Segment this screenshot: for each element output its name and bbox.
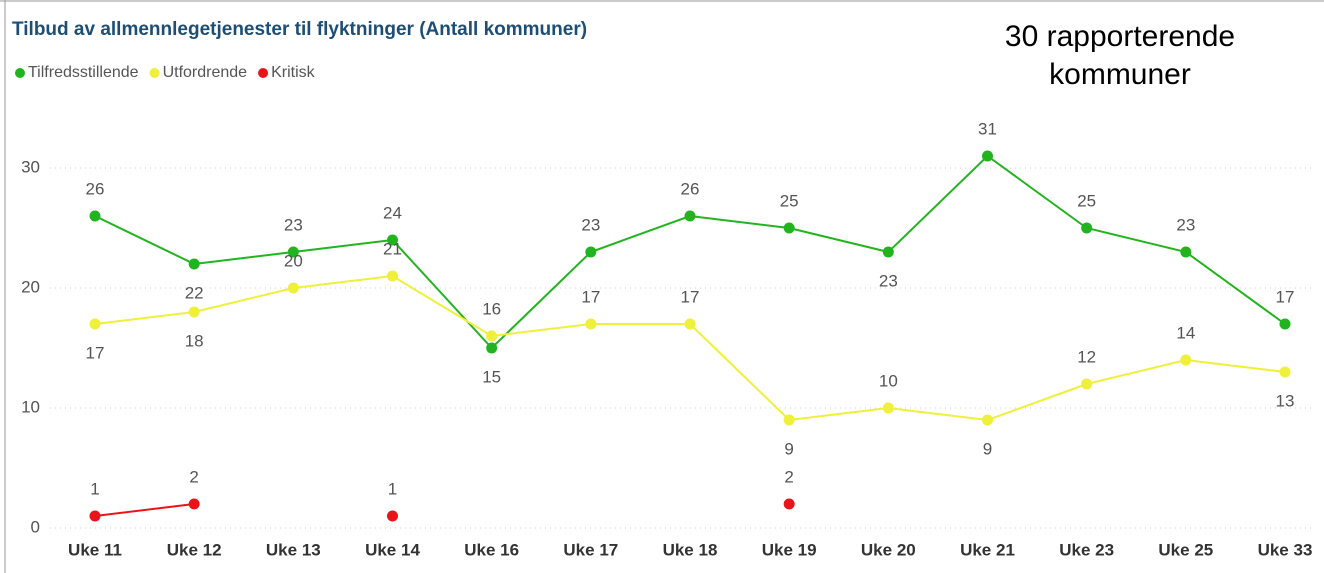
- data-point: [89, 210, 101, 222]
- data-label: 17: [86, 343, 105, 362]
- x-tick-label: Uke 33: [1258, 540, 1313, 559]
- data-label: 10: [879, 371, 898, 390]
- data-point: [783, 498, 795, 510]
- data-label: 20: [284, 251, 303, 270]
- y-tick-label: 20: [21, 277, 40, 296]
- y-tick-label: 10: [21, 397, 40, 416]
- data-label: 16: [482, 299, 501, 318]
- data-label: 2: [784, 467, 793, 486]
- data-point: [287, 246, 299, 258]
- data-label: 1: [90, 479, 99, 498]
- data-label: 17: [681, 287, 700, 306]
- data-label: 13: [1276, 391, 1295, 410]
- data-label: 22: [185, 283, 204, 302]
- legend-label: Kritisk: [271, 64, 316, 81]
- data-point: [585, 246, 597, 258]
- data-label: 1: [388, 479, 397, 498]
- data-point: [486, 342, 498, 354]
- data-point: [188, 258, 200, 270]
- x-tick-label: Uke 21: [960, 540, 1015, 559]
- x-tick-label: Uke 18: [663, 540, 718, 559]
- data-label: 9: [784, 439, 793, 458]
- legend-marker: [15, 68, 25, 78]
- data-point: [1180, 354, 1192, 366]
- data-point: [486, 330, 498, 342]
- legend-label: Tilfredsstillende: [28, 64, 139, 81]
- data-point: [188, 306, 200, 318]
- legend-label: Utfordrende: [163, 64, 248, 81]
- data-label: 17: [581, 287, 600, 306]
- x-tick-label: Uke 11: [68, 540, 122, 559]
- data-point: [684, 318, 696, 330]
- chart-title: Tilbud av allmennlegetjenester til flykt…: [12, 19, 587, 40]
- x-tick-label: Uke 13: [266, 540, 321, 559]
- data-point: [783, 414, 795, 426]
- data-label: 23: [581, 215, 600, 234]
- data-label: 2: [189, 467, 198, 486]
- x-tick-label: Uke 23: [1059, 540, 1114, 559]
- data-label: 18: [185, 331, 204, 350]
- series-line: [94, 503, 195, 517]
- data-point: [1180, 246, 1192, 258]
- x-tick-label: Uke 20: [861, 540, 916, 559]
- data-point: [1279, 366, 1291, 378]
- data-label: 12: [1077, 347, 1096, 366]
- data-point: [1279, 318, 1291, 330]
- legend-marker: [149, 68, 160, 78]
- data-point: [89, 510, 101, 522]
- data-point: [882, 246, 894, 258]
- x-tick-label: Uke 25: [1158, 540, 1213, 559]
- data-label: 31: [978, 119, 997, 138]
- y-tick-label: 30: [21, 157, 40, 176]
- data-point: [188, 498, 200, 510]
- data-point: [387, 510, 398, 522]
- data-label: 23: [879, 271, 898, 290]
- data-label: 25: [1077, 191, 1096, 210]
- data-point: [684, 210, 696, 222]
- data-label: 15: [482, 367, 501, 386]
- data-label: 24: [383, 203, 402, 222]
- y-tick-label: 0: [31, 517, 40, 536]
- data-point: [882, 402, 894, 414]
- x-tick-label: Uke 14: [365, 540, 420, 559]
- data-label: 23: [1176, 215, 1195, 234]
- data-label: 26: [681, 179, 700, 198]
- x-tick-label: Uke 17: [563, 540, 618, 559]
- legend-marker: [258, 68, 269, 78]
- x-tick-label: Uke 19: [762, 540, 817, 559]
- data-label: 9: [983, 439, 992, 458]
- data-label: 26: [86, 179, 105, 198]
- data-point: [982, 414, 993, 426]
- x-tick-label: Uke 12: [167, 540, 222, 559]
- data-label: 21: [383, 239, 402, 258]
- data-point: [387, 270, 398, 282]
- data-point: [89, 318, 101, 330]
- x-tick-label: Uke 16: [464, 540, 519, 559]
- data-label: 23: [284, 215, 303, 234]
- annotation: 30 rapporterende kommuner: [1004, 20, 1236, 91]
- data-point: [387, 234, 398, 246]
- data-point: [982, 150, 993, 162]
- data-point: [1081, 222, 1093, 234]
- data-point: [585, 318, 597, 330]
- data-label: 25: [780, 191, 799, 210]
- data-point: [1081, 378, 1093, 390]
- data-label: 14: [1176, 323, 1195, 342]
- data-label: 17: [1276, 287, 1295, 306]
- data-point: [287, 282, 299, 294]
- data-point: [783, 222, 795, 234]
